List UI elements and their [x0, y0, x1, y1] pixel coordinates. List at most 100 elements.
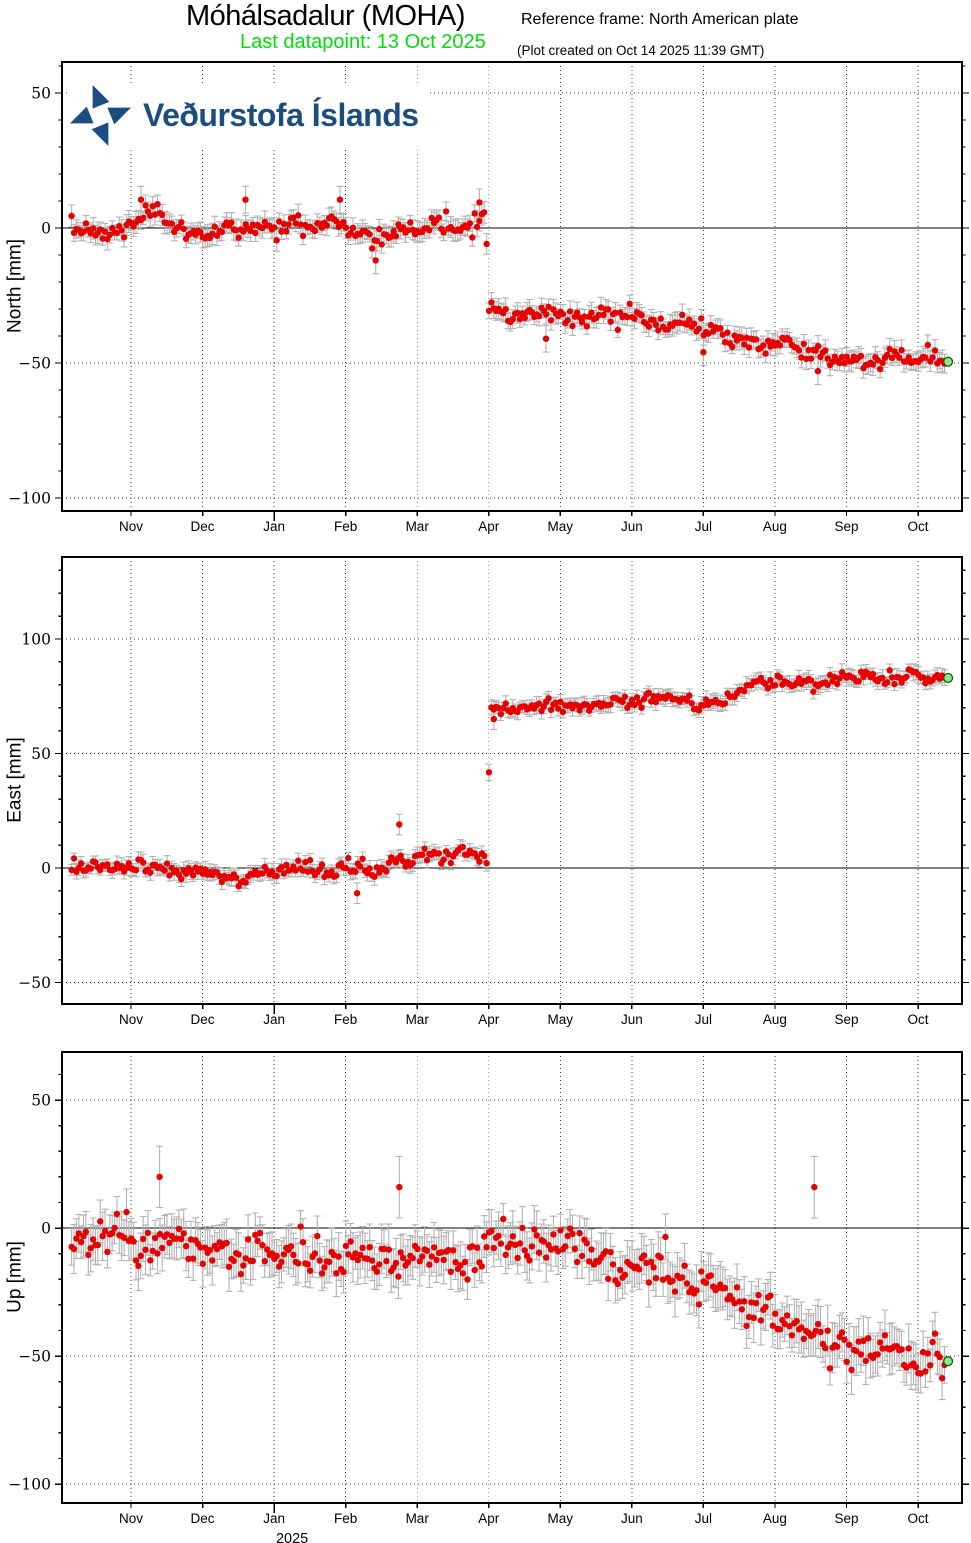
data-point: [442, 208, 450, 215]
data-point: [931, 347, 939, 354]
xtick-label: Nov: [119, 1511, 143, 1526]
data-point: [793, 1318, 800, 1325]
data-point: [154, 201, 161, 208]
data-point: [721, 700, 729, 707]
data-point: [929, 354, 936, 361]
data-point: [199, 1260, 206, 1268]
data-point: [197, 228, 204, 236]
data-point: [290, 214, 297, 221]
data-point: [359, 855, 366, 862]
data-point: [559, 708, 567, 716]
data-point: [345, 854, 352, 862]
xtick-label: Feb: [334, 519, 357, 534]
data-point: [891, 680, 898, 688]
data-point: [803, 355, 810, 363]
data-point: [652, 321, 660, 328]
ytick-label: 0: [41, 1220, 51, 1238]
data-point: [655, 327, 662, 334]
xtick-label: Apr: [478, 519, 500, 534]
ylabel-north: North [mm]: [4, 239, 26, 333]
data-point: [336, 196, 344, 203]
data-point: [353, 890, 361, 897]
data-point: [335, 1253, 342, 1260]
data-point: [745, 344, 753, 351]
data-point: [776, 674, 784, 681]
data-point: [228, 219, 235, 226]
data-point: [621, 693, 629, 700]
xtick-label: Aug: [763, 1012, 787, 1027]
data-point: [92, 859, 99, 866]
data-point: [776, 1326, 784, 1333]
data-point: [533, 1232, 540, 1239]
data-point: [78, 1238, 85, 1246]
data-point: [271, 224, 278, 231]
data-point: [540, 1238, 547, 1245]
data-point: [113, 229, 121, 237]
data-point: [342, 1242, 350, 1250]
data-point: [807, 677, 815, 684]
data-point: [936, 1353, 943, 1361]
data-point: [800, 1335, 807, 1343]
data-point: [512, 1241, 519, 1249]
data-point: [206, 1246, 214, 1254]
data-point: [841, 1336, 848, 1343]
data-point: [342, 224, 350, 231]
data-point: [87, 1245, 94, 1252]
data-point: [304, 1261, 311, 1268]
data-point: [252, 229, 259, 237]
data-point: [357, 863, 364, 870]
data-point: [295, 857, 302, 864]
data-point: [698, 1268, 705, 1275]
data-point: [838, 1329, 846, 1336]
data-point: [94, 1241, 102, 1249]
data-point: [717, 325, 724, 332]
data-point: [752, 1299, 760, 1307]
data-point: [409, 860, 416, 867]
data-point: [385, 1246, 392, 1253]
data-point: [857, 352, 865, 360]
panel-north: 50 0 −50 −100 Nov Dec Jan Feb Mar Apr May Jun Jul Aug…: [8, 61, 969, 534]
data-point: [531, 1226, 538, 1233]
data-point: [290, 1251, 297, 1259]
data-point: [178, 219, 185, 226]
data-point: [368, 245, 376, 252]
data-point: [671, 1288, 679, 1295]
data-point: [772, 1310, 779, 1317]
data-point: [395, 1273, 402, 1280]
data-point: [87, 230, 94, 237]
data-point: [473, 1244, 481, 1252]
data-point: [929, 1338, 936, 1346]
data-point: [190, 872, 197, 879]
data-point: [509, 316, 516, 323]
data-point: [287, 1243, 295, 1250]
data-point: [485, 307, 493, 315]
data-point: [905, 1345, 912, 1352]
data-point: [104, 1248, 111, 1256]
data-point: [397, 852, 404, 859]
data-point: [702, 1279, 710, 1287]
axis-tick-labels: 100 50 0 −50 Nov Dec Jan Feb Mar Apr May Jun Jul Aug S…: [18, 630, 929, 1027]
data-point: [197, 1244, 204, 1251]
data-point: [750, 1314, 757, 1322]
data-point: [738, 1306, 745, 1313]
data-point: [366, 231, 373, 238]
data-point: [807, 355, 815, 362]
gridlines: [62, 557, 962, 1004]
data-point: [576, 314, 583, 321]
data-point: [545, 695, 552, 702]
data-point: [636, 699, 643, 706]
data-point: [438, 1249, 445, 1256]
data-point: [795, 675, 803, 682]
data-point: [376, 1261, 383, 1268]
data-point: [786, 336, 793, 344]
data-point: [111, 866, 118, 873]
data-point: [497, 1240, 505, 1247]
data-point: [514, 309, 521, 317]
data-point: [795, 347, 803, 354]
data-point: [376, 869, 383, 876]
data-point: [547, 706, 555, 714]
data-point: [292, 220, 299, 227]
data-point: [78, 860, 85, 867]
data-point: [855, 678, 862, 685]
data-point: [636, 1266, 643, 1273]
